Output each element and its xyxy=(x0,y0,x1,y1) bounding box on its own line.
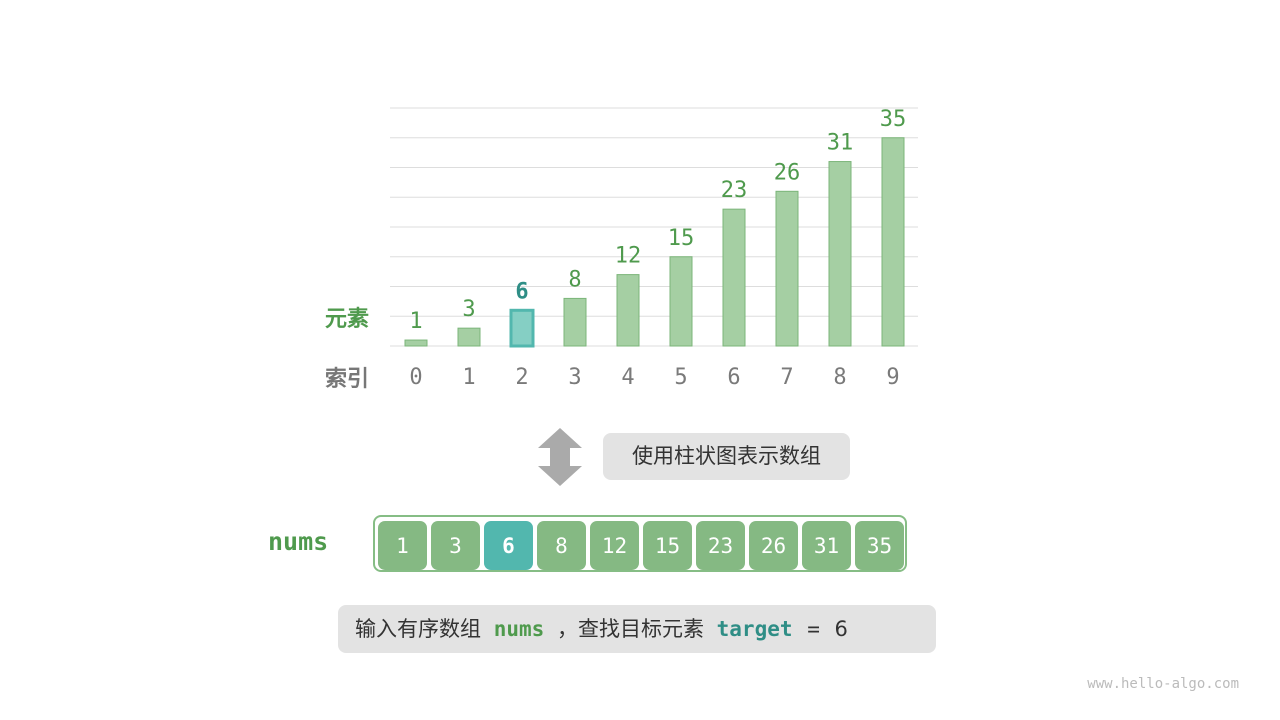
bar xyxy=(669,256,693,347)
data-label: 26 xyxy=(774,160,801,185)
data-label: 8 xyxy=(568,267,581,292)
x-label: 索引 xyxy=(325,367,370,392)
tick-label: 2 xyxy=(515,365,528,390)
statement-target: target xyxy=(716,617,793,641)
tick-label: 8 xyxy=(833,365,846,390)
tick-label: 9 xyxy=(886,365,899,390)
caption: 使用柱状图表示数组 xyxy=(603,433,850,480)
statement-eq: = xyxy=(807,617,820,641)
data-label: 3 xyxy=(462,297,475,322)
tick-label: 7 xyxy=(780,365,793,390)
statement-value: 6 xyxy=(834,617,848,641)
statement-middle: ，查找目标元素 xyxy=(556,617,704,641)
data-label: 31 xyxy=(827,131,854,156)
data-label: 6 xyxy=(515,279,528,304)
bar xyxy=(828,161,852,347)
data-label: 15 xyxy=(668,226,695,251)
array-cell: 31 xyxy=(802,521,851,570)
tick-label: 5 xyxy=(674,365,687,390)
bar xyxy=(775,190,799,347)
statement-nums: nums xyxy=(493,617,545,641)
array-cell: 15 xyxy=(643,521,692,570)
tick-label: 6 xyxy=(727,365,740,390)
array-cell: 12 xyxy=(590,521,639,570)
array-cell: 1 xyxy=(378,521,427,570)
bar xyxy=(616,274,640,347)
watermark: www.hello-algo.com xyxy=(1087,676,1239,692)
tick-label: 4 xyxy=(621,365,634,390)
tick-label: 0 xyxy=(409,365,422,390)
data-label: 12 xyxy=(615,244,642,269)
bar xyxy=(404,339,428,347)
array-cell: 3 xyxy=(431,521,480,570)
data-label: 23 xyxy=(721,178,748,203)
array-cell: 26 xyxy=(749,521,798,570)
array-cell: 6 xyxy=(484,521,533,570)
array-cell: 23 xyxy=(696,521,745,570)
bar xyxy=(563,297,587,347)
double-arrow-icon xyxy=(538,428,582,486)
y-label: 元素 xyxy=(325,307,370,332)
bar xyxy=(722,208,746,347)
bar xyxy=(881,137,905,347)
tick-label: 1 xyxy=(462,365,475,390)
statement-prefix: 输入有序数组 xyxy=(355,617,481,641)
array-cell: 8 xyxy=(537,521,586,570)
tick-label: 3 xyxy=(568,365,581,390)
data-label: 35 xyxy=(880,107,907,132)
array-name: nums xyxy=(268,527,329,556)
statement: 输入有序数组 nums ，查找目标元素 target = 6 xyxy=(338,605,936,653)
bar xyxy=(457,327,481,347)
array-cell: 35 xyxy=(855,521,904,570)
array: 1 3 6 8 12 15 23 26 31 35 xyxy=(373,515,907,572)
bar xyxy=(509,308,535,348)
data-label: 1 xyxy=(409,309,422,334)
